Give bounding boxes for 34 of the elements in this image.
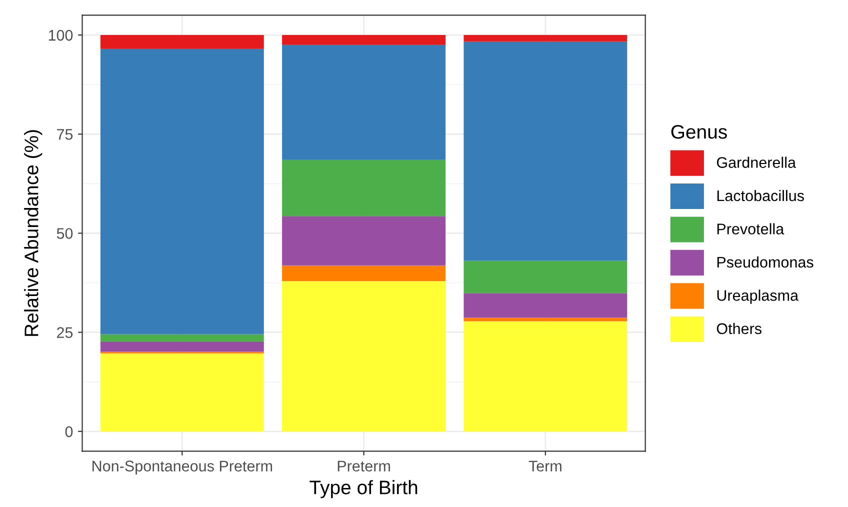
bar [282,216,446,266]
bar [464,318,628,322]
y-tick-label: 100 [48,30,73,41]
bar [464,41,628,261]
y-tick-label: 75 [57,129,73,140]
legend-label: Lactobacillus [717,190,804,202]
legend-label: Pseudomonas [717,256,814,268]
bar [100,35,264,49]
legend-label: Others [716,322,762,334]
bar [464,321,628,432]
y-axis-title: Relative Abundance (%) [24,130,42,336]
x-tick-label: Non-Spontaneous Preterm [92,460,272,474]
bar [464,35,628,42]
bar [464,260,628,294]
y-tick-label: 25 [57,327,73,338]
y-tick-label: 0 [65,426,73,438]
x-tick-label: Term [528,460,562,472]
bar [282,281,446,432]
x-tick-label: Preterm [338,460,390,472]
bar [100,353,264,432]
bar [282,44,446,160]
bar [100,334,264,342]
bar [282,159,446,216]
bar [100,48,264,334]
x-axis-title: Type of Birth [310,480,418,498]
y-tick-label: 50 [56,228,73,239]
legend-label: Gardnerella [716,156,796,168]
legend-label: Ureaplasma [717,290,799,304]
bar [100,341,264,352]
bar [282,35,446,45]
bar [464,293,628,318]
legend-title: Genus [671,124,727,139]
bar [282,265,446,282]
legend-label: Prevotella [717,223,784,234]
